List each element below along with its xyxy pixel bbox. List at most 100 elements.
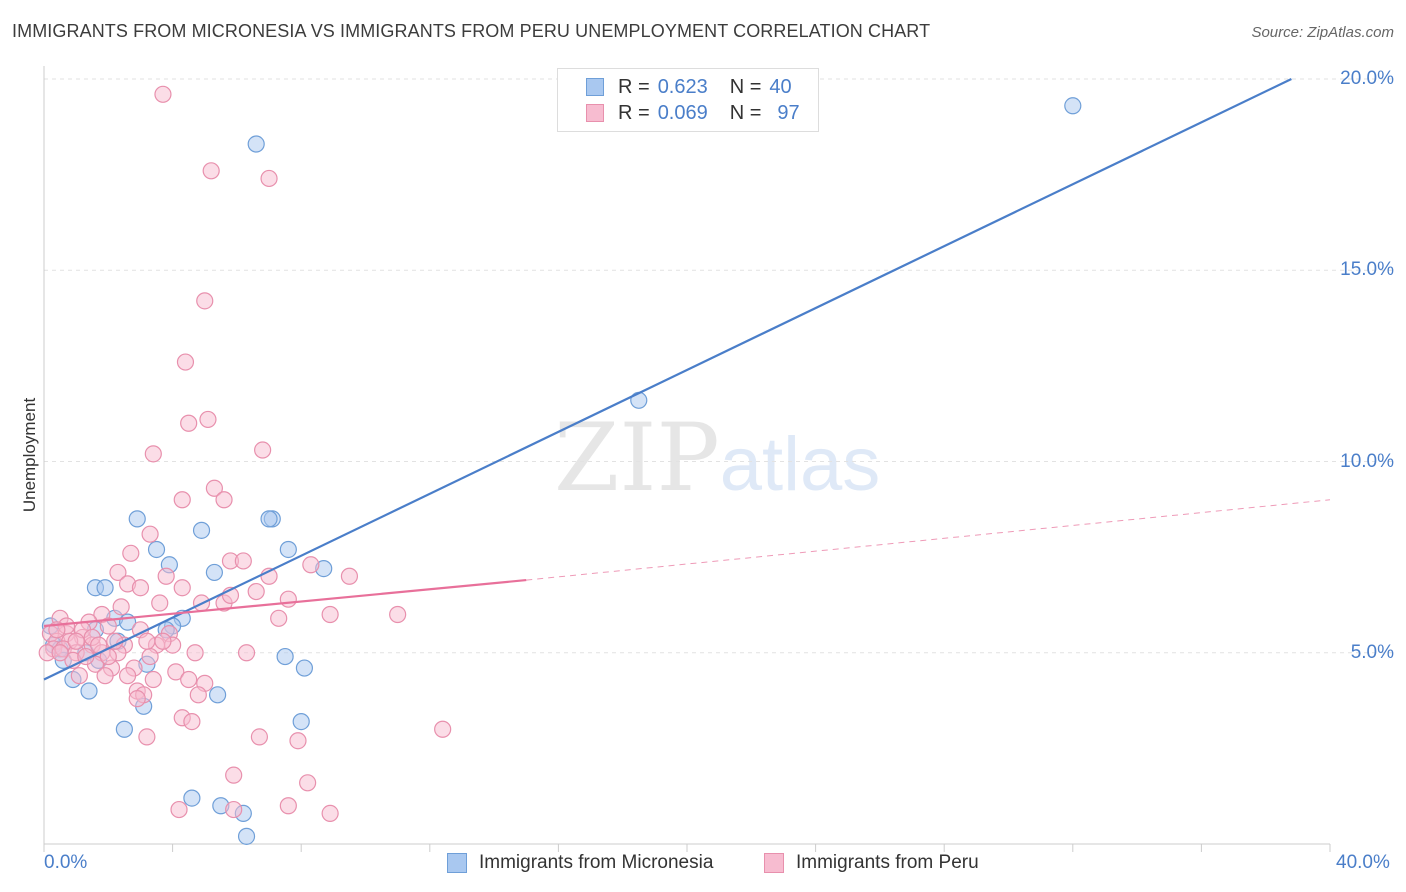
point-peru (99, 617, 117, 635)
point-micronesia (279, 540, 297, 559)
point-peru (189, 686, 207, 704)
point-micronesia (115, 720, 133, 738)
trend-line-peru-extension (526, 499, 1331, 581)
point-peru (144, 445, 162, 463)
x-tick-label-min: 0.0% (44, 852, 88, 873)
y-tick-label: 15.0% (1340, 259, 1394, 281)
point-micronesia (247, 135, 265, 153)
point-peru (279, 797, 297, 815)
point-peru (237, 644, 256, 662)
point-peru (289, 732, 307, 750)
point-peru (215, 491, 233, 509)
trend-lines (43, 78, 1331, 681)
point-peru (173, 491, 191, 509)
point-peru (141, 525, 159, 543)
point-peru (170, 800, 188, 819)
point-peru (321, 605, 339, 624)
y-tick-label: 10.0% (1340, 450, 1394, 472)
chart-title: IMMIGRANTS FROM MICRONESIA VS IMMIGRANTS… (12, 21, 931, 41)
legend-r-label: R = (618, 101, 650, 124)
point-micronesia (276, 647, 294, 666)
point-peru (138, 632, 156, 650)
stats-legend: R = 0.623 N = 40 R = 0.069 N = 97 (557, 68, 819, 132)
point-peru (196, 292, 214, 310)
source-label: Source: ZipAtlas.com (1251, 24, 1394, 41)
point-peru (180, 670, 198, 689)
legend-r-label: R = (618, 75, 650, 98)
point-micronesia (80, 682, 98, 700)
x-tick-label-max: 40.0% (1336, 852, 1390, 873)
series-label-peru: Immigrants from Peru (796, 852, 979, 873)
point-peru (70, 667, 88, 685)
point-peru (128, 690, 146, 708)
series-legend: Immigrants from Micronesia Immigrants fr… (0, 852, 1406, 878)
point-peru (183, 712, 201, 731)
point-peru (67, 632, 85, 650)
point-peru (173, 579, 191, 597)
trend-line-micronesia (43, 78, 1292, 681)
point-peru (199, 410, 217, 429)
point-peru (250, 728, 269, 746)
point-peru (247, 582, 265, 601)
point-peru (138, 728, 156, 746)
watermark: ZIPatlas (554, 404, 880, 513)
point-micronesia (183, 789, 201, 807)
point-peru (321, 804, 339, 823)
point-peru (144, 670, 162, 689)
legend-row-peru: R = 0.069 N = 97 (586, 101, 800, 125)
legend-r-value: 0.623 (657, 75, 708, 98)
series-legend-micronesia[interactable]: Immigrants from Micronesia (447, 852, 713, 874)
point-peru (112, 598, 130, 616)
point-peru (225, 766, 243, 784)
legend-swatch-micronesia (586, 78, 604, 96)
axes (43, 66, 1331, 852)
point-peru (51, 644, 69, 662)
point-peru (202, 162, 220, 180)
data-points (38, 85, 1082, 845)
point-peru (106, 632, 124, 650)
point-micronesia (209, 686, 227, 704)
point-micronesia (260, 510, 278, 528)
point-micronesia (295, 659, 314, 677)
point-peru (176, 353, 195, 371)
point-peru (96, 667, 114, 685)
legend-row-micronesia: R = 0.623 N = 40 (586, 75, 792, 99)
series-swatch-peru (764, 853, 784, 873)
point-micronesia (192, 521, 211, 539)
point-peru (389, 605, 407, 624)
point-peru (122, 544, 140, 562)
point-peru (434, 720, 452, 738)
point-peru (154, 632, 172, 650)
legend-n-label: N = (729, 101, 762, 124)
legend-r-value: 0.069 (657, 101, 708, 124)
point-peru (270, 609, 288, 627)
point-peru (131, 579, 150, 597)
point-peru (279, 590, 297, 608)
point-peru (205, 479, 223, 497)
legend-n-value: 97 (777, 101, 800, 124)
point-peru (118, 667, 137, 685)
point-peru (254, 441, 272, 459)
point-micronesia (147, 540, 166, 559)
trend-line-peru (43, 578, 527, 628)
point-micronesia (237, 827, 256, 845)
point-peru (154, 85, 172, 103)
point-peru (234, 552, 252, 570)
point-peru (186, 644, 204, 662)
point-peru (340, 567, 359, 585)
point-micronesia (205, 563, 223, 582)
point-peru (180, 414, 198, 432)
point-micronesia (128, 510, 146, 528)
watermark-zip: ZIP (554, 404, 720, 513)
point-peru (225, 800, 243, 819)
y-tick-label: 5.0% (1350, 641, 1394, 663)
legend-n-value: 40 (769, 75, 792, 98)
point-micronesia (292, 712, 310, 731)
legend-swatch-peru (586, 104, 604, 122)
watermark-atlas: atlas (719, 422, 881, 507)
point-peru (141, 647, 159, 666)
series-label-micronesia: Immigrants from Micronesia (479, 852, 714, 873)
point-peru (302, 556, 320, 574)
point-micronesia (1064, 97, 1082, 115)
series-legend-peru[interactable]: Immigrants from Peru (764, 852, 979, 874)
